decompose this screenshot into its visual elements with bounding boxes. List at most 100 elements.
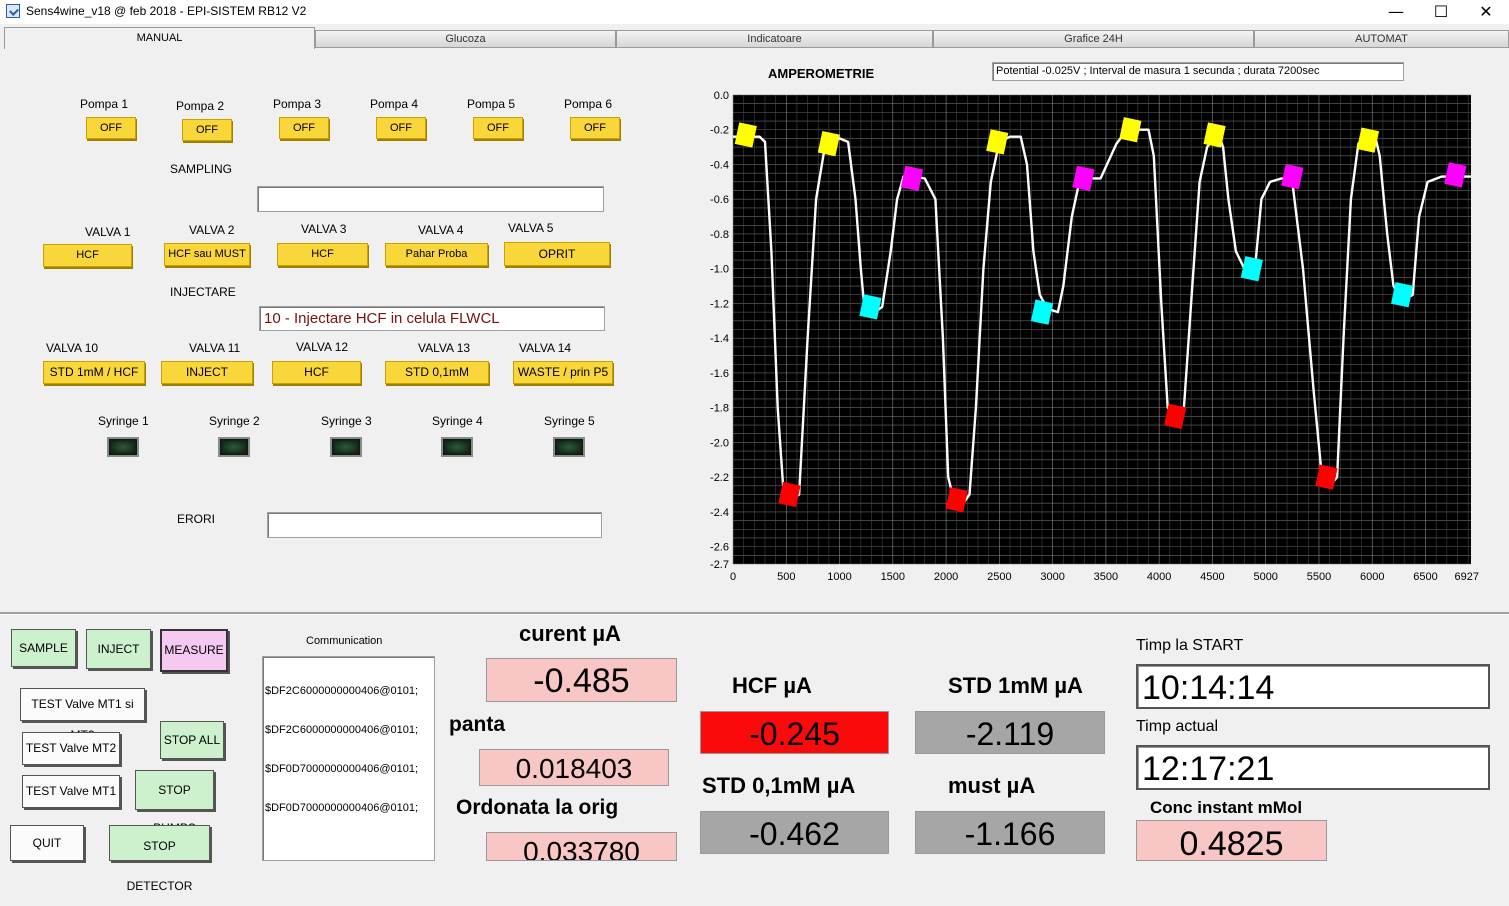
log-line: $DF0D7000000000406@0101; [265, 763, 419, 775]
measure-button[interactable]: MEASURE [160, 629, 228, 672]
y-tick-label: -0.4 [710, 159, 729, 171]
tab-manual[interactable]: MANUAL [4, 27, 315, 49]
inject-button[interactable]: INJECT [86, 629, 151, 669]
x-tick-label: 2500 [987, 571, 1011, 583]
data-marker [986, 129, 1009, 155]
tab-glucoza[interactable]: Glucoza [315, 30, 616, 48]
pump-6-toggle[interactable]: OFF [570, 117, 620, 139]
valve-label: VALVA 14 [519, 341, 572, 355]
valve-1-selector[interactable]: HCF [43, 244, 132, 267]
std-01mm-label: STD 0,1mM µA [702, 773, 856, 798]
actual-time-label: Timp actual [1136, 718, 1219, 735]
syringe-5-indicator [553, 437, 585, 457]
sampling-field [257, 186, 604, 212]
x-tick-label: 1500 [881, 571, 905, 583]
pump-label: Pompa 6 [564, 97, 613, 111]
sample-button[interactable]: SAMPLE [11, 629, 76, 667]
data-marker [817, 131, 840, 157]
y-tick-label: -1.0 [710, 264, 729, 276]
injectare-label: INJECTARE [170, 285, 236, 299]
test-valve-mt1-button[interactable]: TEST Valve MT1 [22, 775, 120, 808]
x-tick-label: 1000 [827, 571, 851, 583]
pump-label: Pompa 1 [80, 97, 129, 111]
quit-button[interactable]: QUIT [10, 825, 84, 861]
stop-pumps-button[interactable]: STOP PUMPS [135, 770, 214, 835]
app-icon[interactable] [6, 4, 20, 18]
valve-5-selector[interactable]: OPRIT [504, 242, 610, 266]
valve-label: VALVA 12 [296, 340, 349, 354]
y-tick-label: 0.0 [714, 90, 729, 102]
y-axis-ticks: 0.0 -0.2 -0.4 -0.6 -0.8 -1.0 -1.2 -1.4 -1.6 -1.8 -… [710, 90, 729, 571]
x-tick-label: 5000 [1253, 571, 1277, 583]
tab-automat[interactable]: AUTOMAT [1254, 30, 1509, 48]
tab-grafice-24h[interactable]: Grafice 24H [933, 30, 1254, 48]
syringe-1-indicator [107, 437, 139, 457]
pump-3-toggle[interactable]: OFF [279, 117, 329, 139]
must-value: -1.166 [915, 811, 1105, 854]
y-tick-label: -1.2 [710, 298, 729, 310]
chart-info-field: Potential -0.025V ; Interval de masura 1… [992, 62, 1404, 81]
panta-label: panta [449, 713, 506, 736]
actual-time-value: 12:17:21 [1136, 745, 1490, 790]
valve-label: VALVA 1 [85, 225, 131, 239]
pump-label: Pompa 3 [273, 97, 322, 111]
hcf-label: HCF µA [732, 673, 812, 698]
data-marker [734, 122, 757, 148]
test-valve-mt2-button[interactable]: TEST Valve MT2 [22, 732, 120, 765]
pump-5-toggle[interactable]: OFF [473, 117, 523, 139]
data-marker [1444, 162, 1467, 188]
chart-markers [734, 117, 1467, 513]
valve-3-selector[interactable]: HCF [277, 243, 368, 266]
valve-10-selector[interactable]: STD 1mM / HCF [43, 361, 145, 384]
title-bar: Sens4wine_v18 @ feb 2018 - EPI-SISTEM RB… [0, 0, 1509, 24]
y-tick-label: -0.6 [710, 194, 729, 206]
y-tick-label: -0.2 [710, 125, 729, 137]
maximize-button[interactable]: ☐ [1433, 2, 1449, 21]
panta-value: 0.018403 [479, 749, 669, 786]
pump-1-toggle[interactable]: OFF [86, 117, 136, 139]
y-tick-label: -2.4 [710, 507, 729, 519]
valve-label: VALVA 4 [418, 223, 464, 237]
valve-label: VALVA 2 [189, 223, 235, 237]
valve-14-selector[interactable]: WASTE / prin P5 [513, 361, 613, 384]
std-1mm-value: -2.119 [915, 711, 1105, 754]
data-marker [945, 487, 968, 513]
std-1mm-label: STD 1mM µA [948, 673, 1083, 698]
minimize-button[interactable]: — [1388, 2, 1404, 21]
chart-series [733, 128, 1471, 507]
amperometry-chart[interactable]: 0.0 -0.2 -0.4 -0.6 -0.8 -1.0 -1.2 -1.4 -1.6 -1.8 -… [693, 86, 1481, 594]
stop-all-button[interactable]: STOP ALL [160, 721, 224, 759]
valve-2-selector[interactable]: HCF sau MUST [164, 243, 250, 266]
stop-detector-button[interactable]: STOP DETECTOR [109, 825, 210, 893]
communication-label: Communication [306, 635, 383, 647]
y-tick-label: -1.4 [710, 333, 729, 345]
data-marker [1203, 122, 1226, 148]
valve-11-selector[interactable]: INJECT [161, 361, 253, 384]
tab-indicatoare[interactable]: Indicatoare [616, 30, 933, 48]
test-valve-mt1-mt2-button[interactable]: TEST Valve MT1 si MT2 [20, 688, 145, 742]
curent-value: -0.485 [486, 658, 677, 702]
valve-4-selector[interactable]: Pahar Proba [385, 243, 488, 266]
sampling-label: SAMPLING [170, 162, 233, 176]
valve-12-selector[interactable]: HCF [272, 361, 361, 384]
y-tick-label: -2.0 [710, 437, 729, 449]
data-marker [900, 165, 924, 192]
section-divider [0, 612, 1509, 615]
chart-title: AMPEROMETRIE [768, 66, 875, 81]
data-marker [1356, 127, 1380, 153]
pump-4-toggle[interactable]: OFF [376, 117, 426, 139]
close-button[interactable]: ✕ [1479, 2, 1493, 21]
data-marker [1164, 403, 1187, 429]
conc-label: Conc instant mMol [1150, 798, 1303, 817]
injectare-status-field: 10 - Injectare HCF in celula FLWCL [259, 306, 605, 331]
data-marker [1072, 165, 1095, 192]
syringe-label: Syringe 2 [209, 414, 260, 428]
valve-label: VALVA 5 [508, 221, 554, 235]
x-tick-label: 5500 [1307, 571, 1331, 583]
ordonata-label: Ordonata la orig [456, 796, 619, 819]
y-tick-label: -1.8 [710, 403, 729, 415]
pump-2-toggle[interactable]: OFF [182, 119, 232, 141]
valve-13-selector[interactable]: STD 0,1mM [385, 361, 489, 384]
x-tick-label: 500 [777, 571, 795, 583]
y-tick-label: -2.2 [710, 472, 729, 484]
